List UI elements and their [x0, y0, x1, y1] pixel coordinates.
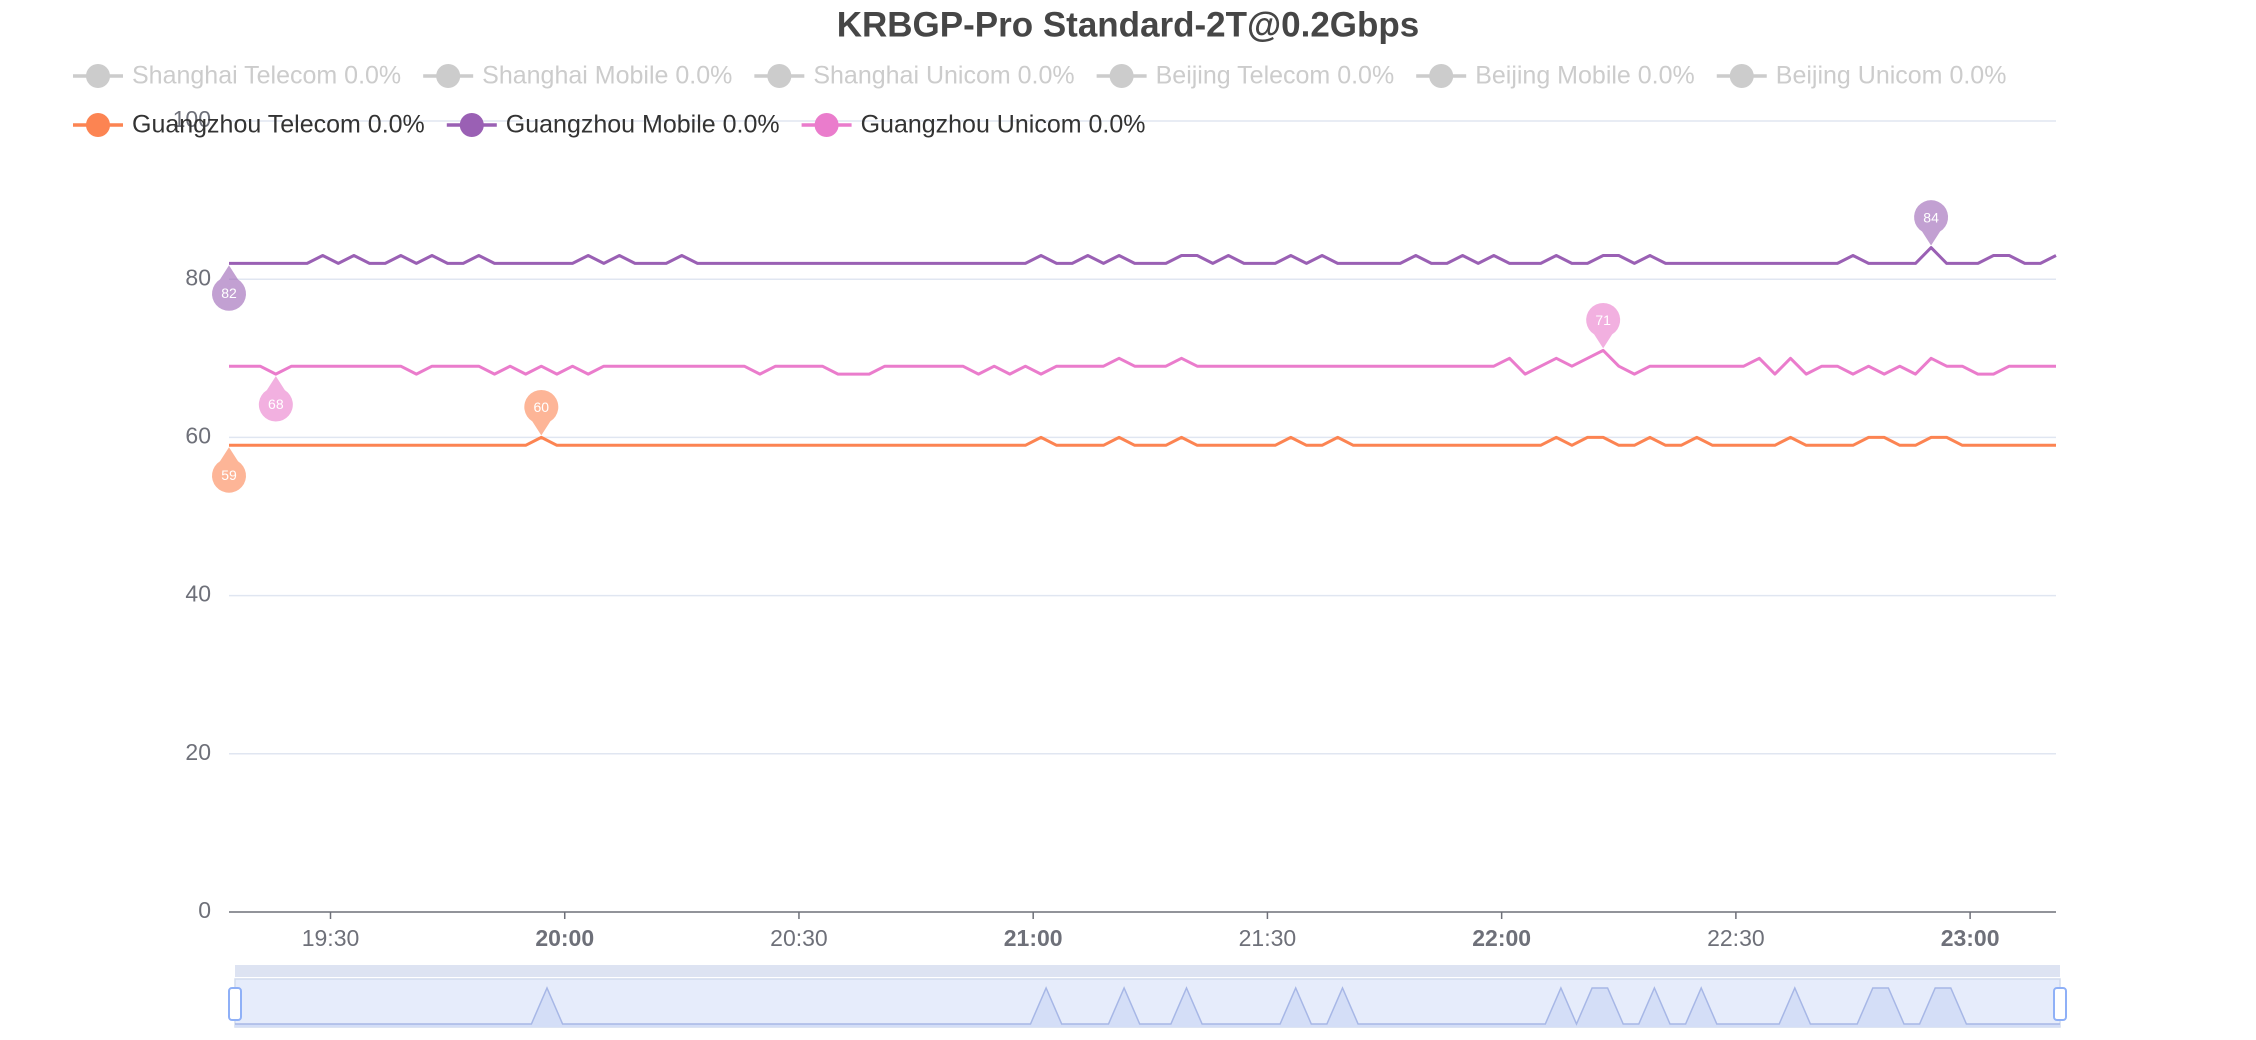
chart-title: KRBGP-Pro Standard-2T@0.2Gbps [837, 5, 1420, 44]
mark-pin [258, 376, 293, 422]
mark-label: 71 [1595, 312, 1611, 328]
legend-symbol [1729, 64, 1754, 88]
mark-label: 84 [1923, 209, 1939, 225]
legend-item[interactable]: Beijing Mobile 0.0% [1416, 62, 1695, 90]
legend-label: Beijing Mobile 0.0% [1475, 62, 1695, 90]
series-line [229, 348, 2056, 376]
legend-symbol [814, 113, 839, 137]
legend-item[interactable]: Shanghai Unicom 0.0% [754, 62, 1075, 90]
x-tick-label: 23:00 [1941, 925, 2000, 951]
legend-symbol [1429, 64, 1454, 88]
zoom-handle[interactable] [228, 987, 242, 1021]
y-tick-label: 0 [198, 897, 211, 923]
legend-label: Shanghai Unicom 0.0% [813, 62, 1074, 90]
legend-item[interactable]: Shanghai Mobile 0.0% [423, 62, 732, 90]
mark-point: 68 [258, 376, 293, 422]
mark-point: 82 [212, 265, 246, 311]
x-tick-label: 22:30 [1707, 925, 1765, 951]
legend-item[interactable]: Guangzhou Telecom 0.0% [73, 111, 425, 139]
mark-label: 60 [534, 399, 550, 415]
mark-pin [524, 389, 559, 436]
legend-item[interactable]: Shanghai Telecom 0.0% [73, 62, 401, 90]
x-tick-label: 21:00 [1004, 925, 1063, 951]
legend-label: Guangzhou Mobile 0.0% [506, 111, 780, 139]
y-tick-label: 80 [185, 264, 211, 290]
mark-label: 82 [221, 285, 237, 301]
zoom-preview-line [235, 986, 2060, 1026]
y-tick-label: 60 [185, 422, 211, 448]
legend-label: Guangzhou Telecom 0.0% [132, 111, 425, 139]
mark-point: 59 [212, 447, 246, 493]
legend-item[interactable]: Guangzhou Mobile 0.0% [446, 111, 780, 139]
x-tick-label: 19:30 [302, 925, 360, 951]
mark-pin [1914, 200, 1949, 246]
zoom-preview-area [235, 988, 2060, 1027]
mark-label: 68 [268, 396, 284, 412]
y-tick-label: 20 [185, 739, 211, 765]
legend-symbol [767, 64, 792, 88]
y-tick-label: 100 [173, 106, 211, 132]
mark-point: 84 [1914, 200, 1949, 246]
legend-label: Guangzhou Unicom 0.0% [861, 111, 1146, 139]
legend-symbol [459, 113, 484, 137]
legend-symbol [86, 64, 110, 88]
legend-symbol [86, 113, 110, 137]
legend-label: Shanghai Telecom 0.0% [132, 62, 401, 90]
x-tick-label: 22:00 [1472, 925, 1531, 951]
legend-label: Shanghai Mobile 0.0% [482, 62, 732, 90]
mark-label: 59 [221, 467, 237, 483]
legend-item[interactable]: Guangzhou Unicom 0.0% [801, 111, 1146, 139]
zoom-top-bar [235, 965, 2060, 977]
series-line [229, 246, 2057, 265]
legend-item[interactable]: Beijing Unicom 0.0% [1716, 62, 2007, 90]
legend-label: Beijing Telecom 0.0% [1156, 62, 1395, 90]
mark-point: 60 [524, 389, 559, 436]
x-tick-label: 20:00 [535, 925, 594, 951]
legend-symbol [1109, 64, 1134, 88]
mark-pin [1586, 302, 1621, 349]
x-tick-label: 21:30 [1239, 925, 1297, 951]
zoom-handle[interactable] [2053, 987, 2067, 1021]
x-tick-label: 20:30 [770, 925, 828, 951]
legend-label: Beijing Unicom 0.0% [1776, 62, 2007, 90]
y-tick-label: 40 [185, 581, 211, 607]
mark-pin [212, 265, 246, 311]
series-line [229, 435, 2056, 447]
mark-pin [212, 447, 246, 493]
legend-symbol [436, 64, 461, 88]
legend-item[interactable]: Beijing Telecom 0.0% [1096, 62, 1395, 90]
mark-point: 71 [1586, 302, 1621, 349]
